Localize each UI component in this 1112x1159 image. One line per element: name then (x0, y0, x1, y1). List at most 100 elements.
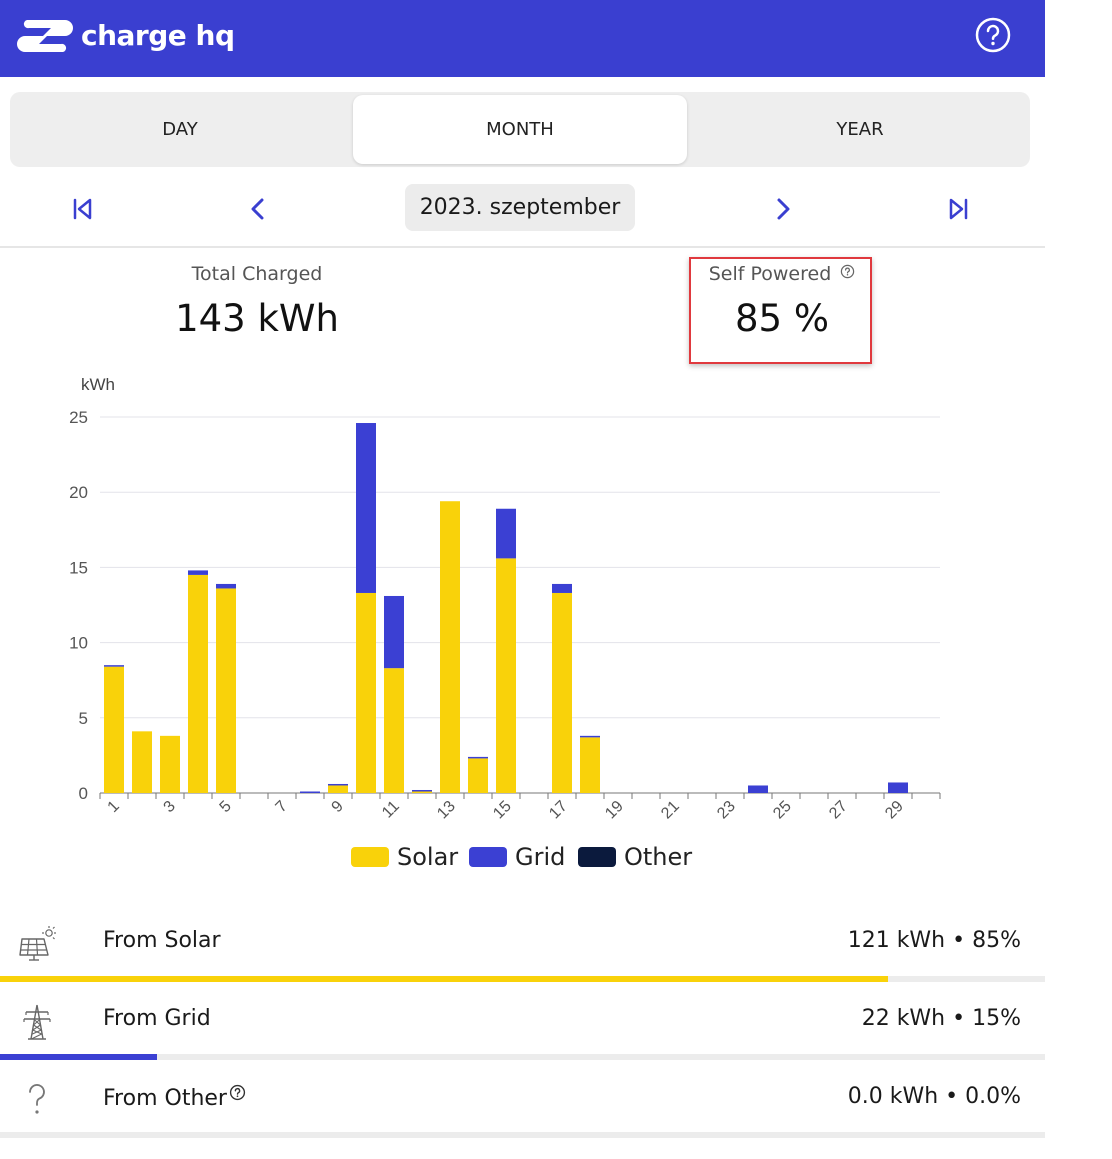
x-tick-label: 9 (329, 798, 347, 816)
total-charged-label: Total Charged (191, 263, 323, 285)
x-tick-label: 25 (770, 798, 795, 823)
brand-logo[interactable]: charge hq (17, 18, 235, 54)
bar-solar-day-9 (328, 785, 348, 793)
bar-solar-day-15 (496, 558, 516, 793)
legend-other-swatch (578, 847, 616, 867)
total-charged-value: 143 kWh (175, 297, 339, 340)
tab-day[interactable]: DAY (162, 119, 198, 140)
other-info-icon[interactable] (229, 1084, 246, 1101)
x-tick-label: 19 (602, 798, 627, 823)
breakdown-other-value: 0.0 kWh • 0.0% (847, 1084, 1021, 1109)
bar-grid-day-29 (888, 782, 908, 793)
breakdown-row-other: From Other 0.0 kWh • 0.0% (0, 1060, 1045, 1138)
breakdown-other-track (0, 1132, 1045, 1138)
period-navigation: 2023. szeptember (0, 176, 1045, 248)
bar-solar-day-14 (468, 758, 488, 793)
bar-solar-day-3 (160, 735, 180, 793)
legend-solar-swatch (351, 847, 389, 867)
legend-grid-swatch (469, 847, 507, 867)
legend-other-label: Other (624, 843, 693, 871)
bar-grid-day-1 (104, 665, 124, 667)
breakdown-grid-track (0, 1054, 1045, 1060)
bar-solar-day-12 (412, 791, 432, 793)
bar-solar-day-4 (188, 574, 208, 793)
next-period-icon[interactable] (768, 194, 798, 224)
bar-grid-day-18 (580, 735, 600, 738)
breakdown-other-label: From Other (103, 1086, 227, 1111)
bar-solar-day-10 (356, 592, 376, 793)
period-type-tabs: DAY MONTH YEAR (10, 92, 1030, 167)
self-powered-highlight (689, 257, 872, 364)
x-tick-label: 1 (105, 798, 123, 816)
y-tick-label: 25 (69, 408, 88, 427)
legend-grid[interactable]: Grid (469, 843, 565, 871)
legend-solar-label: Solar (397, 843, 459, 871)
breakdown-grid-bar (0, 1054, 157, 1060)
bar-solar-day-1 (104, 666, 124, 793)
bar-grid-day-14 (468, 756, 488, 759)
chart-legend: Solar Grid Other (0, 843, 1045, 879)
current-period-button[interactable]: 2023. szeptember (405, 184, 635, 231)
y-tick-label: 15 (69, 558, 88, 577)
app-header: charge hq (0, 0, 1045, 77)
bar-solar-day-13 (440, 501, 460, 793)
first-period-icon[interactable] (68, 194, 98, 224)
legend-other[interactable]: Other (578, 843, 692, 871)
x-tick-label: 21 (658, 798, 683, 823)
bar-solar-day-11 (384, 668, 404, 793)
x-tick-label: 29 (882, 798, 907, 823)
bar-solar-day-5 (216, 588, 236, 793)
bar-grid-day-24 (748, 785, 768, 793)
help-icon[interactable] (975, 17, 1011, 53)
breakdown-row-grid: From Grid 22 kWh • 15% (0, 982, 1045, 1060)
bar-grid-day-10 (356, 423, 376, 593)
legend-grid-label: Grid (515, 843, 566, 871)
legend-solar[interactable]: Solar (351, 843, 458, 871)
breakdown-solar-label: From Solar (103, 928, 221, 953)
y-tick-label: 20 (69, 483, 88, 502)
bar-grid-day-15 (496, 508, 516, 559)
last-period-icon[interactable] (943, 194, 973, 224)
x-tick-label: 17 (546, 798, 571, 823)
breakdown-grid-value: 22 kWh • 15% (861, 1006, 1021, 1031)
y-axis-label: kWh (81, 375, 115, 394)
x-tick-label: 7 (273, 798, 291, 816)
solar-panel-icon (19, 926, 56, 961)
x-tick-label: 15 (490, 798, 515, 823)
tab-year[interactable]: YEAR (836, 119, 884, 140)
brand-name: charge hq (81, 19, 235, 52)
bar-grid-day-4 (188, 570, 208, 575)
y-tick-label: 0 (79, 784, 88, 803)
y-tick-label: 5 (79, 709, 88, 728)
x-tick-label: 3 (161, 798, 179, 816)
bar-solar-day-18 (580, 737, 600, 793)
bar-solar-day-2 (132, 731, 152, 793)
y-tick-label: 10 (69, 634, 88, 653)
x-tick-label: 27 (826, 798, 851, 823)
breakdown-other-label-wrap: From Other (103, 1084, 246, 1111)
breakdown-row-solar: From Solar 121 kWh • 85% (0, 904, 1045, 982)
self-powered-info-icon[interactable] (840, 264, 855, 279)
breakdown-solar-track (0, 976, 1045, 982)
lightning-logo-icon (17, 20, 73, 52)
breakdown-solar-value: 121 kWh • 85% (847, 928, 1021, 953)
bar-grid-day-17 (552, 583, 572, 593)
bar-grid-day-5 (216, 583, 236, 589)
x-tick-label: 13 (434, 798, 459, 823)
self-powered-value: 85 % (735, 297, 829, 340)
breakdown-grid-label: From Grid (103, 1006, 211, 1031)
previous-period-icon[interactable] (243, 194, 273, 224)
self-powered-label: Self Powered (708, 263, 832, 285)
power-pylon-icon (23, 1004, 51, 1040)
bar-solar-day-17 (552, 592, 572, 793)
bar-grid-day-8 (300, 791, 320, 793)
bar-grid-day-9 (328, 783, 348, 786)
tab-month[interactable]: MONTH (353, 95, 687, 164)
bar-grid-day-11 (384, 595, 404, 669)
bar-grid-day-12 (412, 789, 432, 792)
x-tick-label: 11 (379, 798, 403, 822)
question-icon (29, 1084, 45, 1114)
x-tick-label: 5 (217, 798, 235, 816)
app-frame: charge hq DAY MONTH YEAR 2023. szeptembe… (0, 0, 1045, 1138)
